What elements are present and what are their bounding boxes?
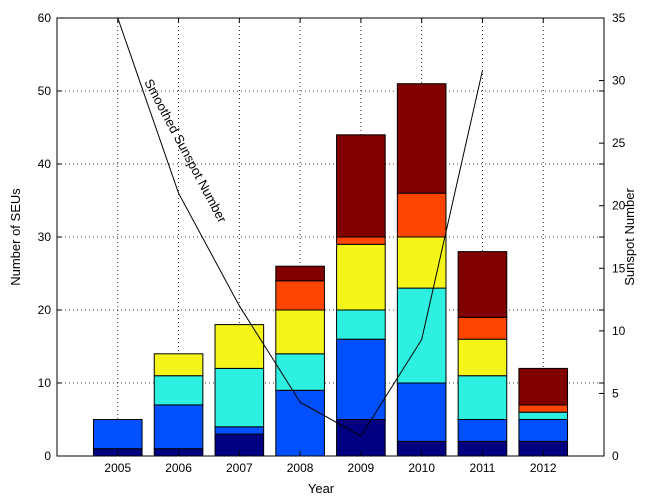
y-tick-label: 0 [44,449,51,463]
y2-tick-label: 0 [612,449,619,463]
x-tick-label: 2006 [165,461,192,475]
y2-tick-label: 20 [612,199,626,213]
bar-segment-2008-1 [275,389,325,457]
x-tick-label: 2010 [408,461,435,475]
bar-segment-2008-3 [275,309,325,355]
x-tick-label: 2008 [287,461,314,475]
y-tick-label: 50 [38,84,52,98]
y-tick-label: 10 [38,376,52,390]
bars [92,83,569,457]
y-axis-ticks: 0 10 20 30 40 50 60 [38,11,604,463]
y-axis-label: Number of SEUs [8,188,23,286]
bar-segment-2010-4 [396,192,447,238]
sunspot-line-label: Smoothed Sunspot Number [141,76,230,225]
bar-segment-2011-5 [457,251,508,318]
bar-segment-2008-2 [275,353,325,391]
bar-segment-2010-3 [396,236,447,289]
bar-segment-2007-2 [214,367,265,428]
y-tick-label: 40 [38,157,52,171]
x-axis-label: Year [308,481,335,496]
bar-segment-2012-4 [518,404,569,413]
bar-segment-2012-2 [518,411,569,421]
sunspot-line [117,17,483,437]
x-tick-label: 2011 [470,461,496,475]
y2-tick-label: 15 [612,261,626,275]
y2-axis-ticks: 0 5 10 15 20 25 30 35 [599,11,626,463]
bar-segment-2006-3 [153,353,204,377]
bar-segment-2012-5 [518,367,569,406]
x-tick-label: 2005 [104,461,131,475]
bar-segment-2007-3 [214,324,265,369]
y-tick-label: 60 [38,11,52,25]
bar-segment-2008-4 [275,280,325,311]
bar-segment-2009-0 [336,419,386,457]
bar-segment-2009-3 [336,243,386,311]
x-tick-label: 2012 [530,461,557,475]
bar-segment-2009-2 [336,309,386,340]
y-tick-label: 30 [38,230,52,244]
y2-tick-label: 35 [612,11,626,25]
sunspot-line-group [117,17,483,437]
bar-segment-2011-1 [457,419,508,442]
y2-tick-label: 25 [612,136,626,150]
bar-segment-2009-4 [336,236,386,245]
y-tick-label: 20 [38,303,52,317]
y2-tick-label: 5 [612,386,619,400]
bar-segment-2008-5 [275,265,325,282]
y2-tick-label: 10 [612,324,626,338]
bar-segment-2010-2 [396,287,447,384]
bar-segment-2012-1 [518,419,569,442]
y2-axis-label: Sunspot Number [622,188,637,286]
bar-segment-2006-1 [153,404,204,450]
bar-segment-2011-3 [457,338,508,377]
bar-segment-2005-1 [92,419,143,450]
bar-segment-2007-1 [214,426,265,435]
bar-segment-2010-5 [396,83,447,194]
bar-segment-2011-2 [457,375,508,421]
bar-segment-2009-1 [336,338,386,421]
bar-segment-2009-5 [336,134,386,238]
x-tick-label: 2007 [226,461,253,475]
x-tick-label: 2009 [348,461,375,475]
x-axis-ticks: 2005 2006 2007 2008 2009 2010 2011 2012 [104,18,557,475]
bar-segment-2006-2 [153,375,204,406]
bar-segment-2011-4 [457,316,508,340]
y2-tick-label: 30 [612,74,626,88]
bar-segment-2010-1 [396,382,447,442]
